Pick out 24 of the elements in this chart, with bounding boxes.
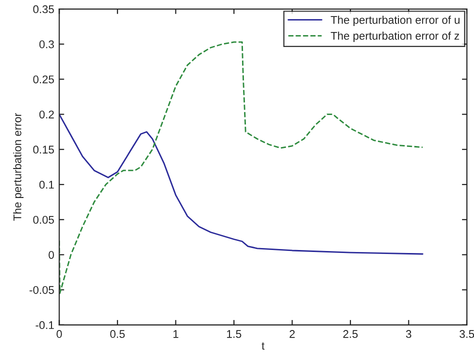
line-series (59, 114, 424, 255)
legend-label: The perturbation error of z (330, 32, 460, 42)
x-tick-label: 3 (406, 330, 412, 338)
y-tick-label: 0.3 (39, 40, 54, 48)
y-tick-label: -0.1 (36, 321, 54, 330)
x-tick-label: 0 (56, 330, 62, 338)
y-tick-label: 0.25 (33, 75, 54, 84)
x-axis-title: t (262, 342, 265, 350)
y-tick-label: 0.1 (39, 180, 54, 189)
y-tick-label: 0.35 (33, 5, 54, 14)
x-tick-label: 2 (290, 330, 295, 338)
y-tick-label: -0.05 (30, 286, 54, 294)
x-tick-label: 1.5 (227, 330, 242, 338)
y-tick-label: 0.2 (39, 110, 54, 118)
y-tick-label: 0 (48, 250, 54, 259)
x-tick-label: 3.5 (460, 330, 474, 338)
line-series (59, 41, 424, 294)
x-tick-label: 0.5 (110, 330, 125, 338)
x-tick-label: 1 (173, 330, 178, 338)
legend-label: The perturbation error of u (330, 16, 460, 26)
y-axis-title: The perturbation error (13, 113, 24, 221)
x-tick-label: 2.5 (343, 330, 358, 338)
y-tick-label: 0.15 (33, 146, 54, 154)
y-tick-label: 0.05 (33, 216, 54, 224)
